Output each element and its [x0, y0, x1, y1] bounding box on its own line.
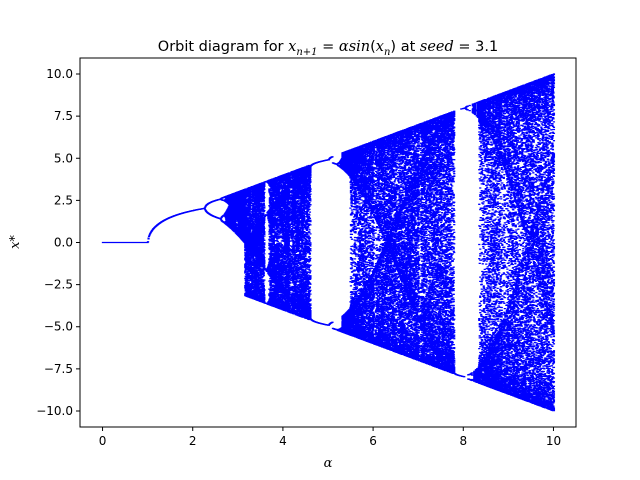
x-tick-label: 8 — [459, 434, 467, 448]
x-axis: 0 2 4 6 8 10 — [99, 427, 561, 448]
y-tick-label: 0.0 — [54, 236, 73, 250]
y-tick-label: −7.5 — [44, 362, 73, 376]
x-axis-label: α — [324, 456, 333, 471]
y-tick-label: 2.5 — [54, 193, 73, 207]
y-tick-label: −5.0 — [44, 320, 73, 334]
y-tick-label: 7.5 — [54, 109, 73, 123]
scatter-points-layer — [101, 73, 556, 412]
x-tick-label: 0 — [99, 434, 107, 448]
y-tick-label: −10.0 — [36, 404, 73, 418]
y-axis-label: x* — [8, 235, 23, 249]
y-tick-label: −2.5 — [44, 278, 73, 292]
chart-title: Orbit diagram for xn+1 = αsin(xn) at see… — [158, 39, 498, 58]
x-tick-label: 10 — [546, 434, 561, 448]
x-tick-label: 4 — [279, 434, 287, 448]
x-tick-label: 6 — [369, 434, 377, 448]
y-axis: −10.0 −7.5 −5.0 −2.5 0.0 2.5 5.0 7.5 10.0 — [36, 67, 80, 418]
x-tick-label: 2 — [189, 434, 197, 448]
y-tick-label: 5.0 — [54, 151, 73, 165]
orbit-points — [101, 73, 556, 412]
y-tick-label: 10.0 — [46, 67, 73, 81]
